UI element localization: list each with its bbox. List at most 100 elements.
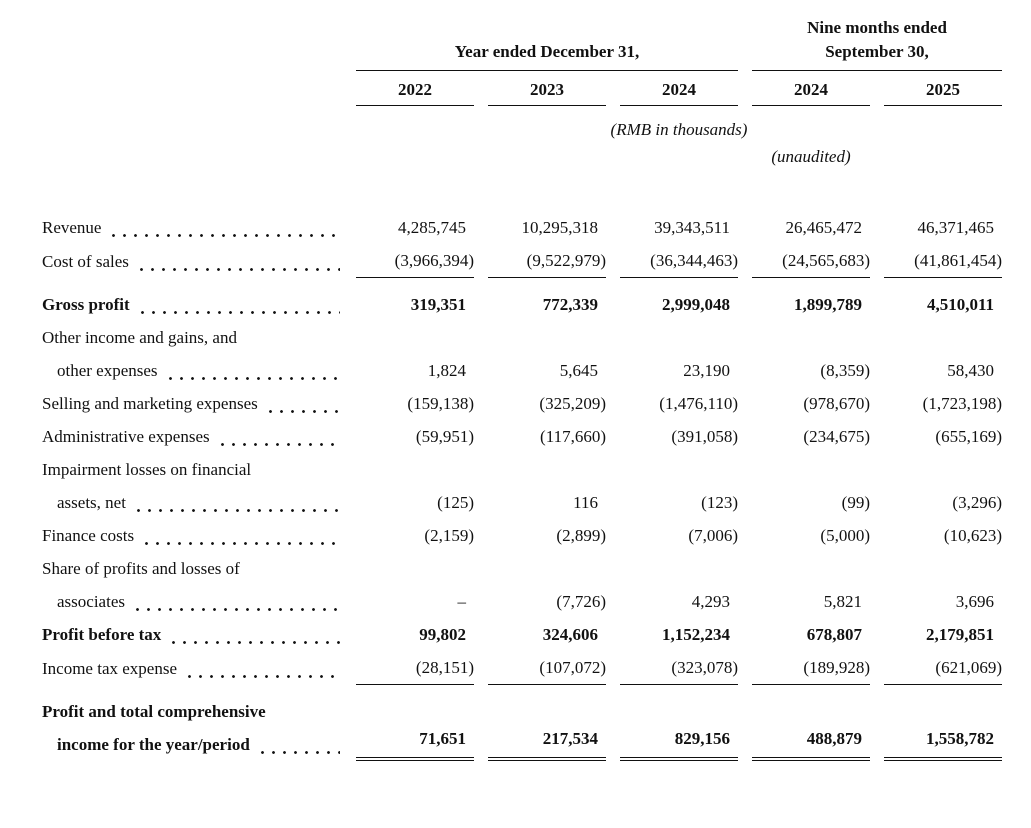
cell-value: (28,151): [356, 651, 474, 685]
row-label-line: income for the year/period: [42, 727, 342, 761]
cell-value: (36,344,463): [620, 244, 738, 278]
cell-value: (7,006): [688, 525, 738, 545]
cell-value: 26,465,472: [785, 217, 863, 237]
cell-value: (107,072): [488, 651, 606, 685]
row-label-line: Profit before tax: [42, 617, 342, 651]
dot-leader: [132, 485, 340, 519]
cell-value: (1,476,110): [659, 393, 738, 413]
row-label: Income tax expense: [42, 651, 342, 685]
cell-value: (3,966,394): [356, 244, 474, 278]
cell-value: 23,190: [683, 360, 730, 380]
cell-value: (391,058): [671, 426, 738, 446]
year-column-9m-2024: 2024: [752, 80, 870, 106]
row-label-line: Income tax expense: [42, 651, 342, 685]
cell-value: 488,879: [752, 722, 870, 761]
header-spacer: [42, 80, 342, 106]
cell-value: (9,522,979): [488, 244, 606, 278]
row-label: Cost of sales: [42, 244, 342, 278]
cell-value: 4,510,011: [926, 294, 994, 314]
cell-value: (10,623): [943, 525, 1002, 545]
row-label: Other income and gains, and other expense…: [42, 321, 342, 387]
cell-value: 324,606: [542, 624, 598, 644]
cell-value: 829,156: [620, 722, 738, 761]
row-label-text: associates: [57, 591, 125, 611]
cell-value: (7,726): [556, 591, 606, 611]
row-label: Finance costs: [42, 518, 342, 552]
group-title-nine-months-line1: Nine months ended: [807, 18, 947, 37]
row-label-text: Impairment losses on financial: [42, 459, 252, 479]
dot-leader: [135, 244, 340, 278]
group-title-nine-months: Nine months ended September 30,: [752, 16, 1002, 70]
header-spacer: [42, 147, 342, 167]
row-label-line: associates: [42, 584, 342, 618]
table-row-other-income-and-expenses: Other income and gains, and other expense…: [42, 321, 1002, 387]
cell-value: 4,293: [691, 591, 730, 611]
table-row-selling-marketing-expenses: Selling and marketing expenses (159,138) (…: [42, 386, 1002, 420]
row-label-text: Gross profit: [42, 294, 130, 314]
cell-value: 116: [573, 492, 598, 512]
cell-value: (59,951): [415, 426, 474, 446]
row-label-text: Other income and gains, and: [42, 327, 237, 347]
column-group-nine-months: Nine months ended September 30,: [752, 16, 1002, 71]
unit-note: (RMB in thousands): [610, 119, 748, 139]
row-label-line: Impairment losses on financial: [42, 453, 342, 486]
cell-value: 39,343,511: [654, 217, 730, 237]
row-label-line: other expenses: [42, 353, 342, 387]
cell-value: (5,000): [820, 525, 870, 545]
row-label-text: Finance costs: [42, 525, 135, 545]
table-row-profit-total-comprehensive-income: Profit and total comprehensive income for…: [42, 695, 1002, 761]
cell-value: 71,651: [356, 722, 474, 761]
dot-leader: [256, 727, 340, 761]
cell-value: (2,899): [556, 525, 606, 545]
cell-value: (323,078): [620, 651, 738, 685]
row-label: Impairment losses on financial assets, ne…: [42, 453, 342, 519]
group-title-nine-months-line2: September 30,: [825, 41, 929, 61]
cell-value: (655,169): [935, 426, 1002, 446]
row-label: Gross profit: [42, 287, 342, 321]
row-label: Profit and total comprehensive income for…: [42, 695, 342, 761]
row-label-line: Other income and gains, and: [42, 321, 342, 354]
cell-value: 1,824: [427, 360, 466, 380]
cell-value: (123): [701, 492, 738, 512]
row-label-text: other expenses: [57, 360, 158, 380]
row-label-text: Share of profits and losses of: [42, 558, 240, 578]
year-column-2023: 2023: [488, 80, 606, 106]
row-label-line: Selling and marketing expenses: [42, 386, 342, 420]
label-indent: [42, 486, 57, 519]
year-column-9m-2025: 2025: [884, 80, 1002, 106]
table-row-impairment-losses: Impairment losses on financial assets, ne…: [42, 453, 1002, 519]
dot-leader: [108, 210, 340, 244]
row-label-line: assets, net: [42, 485, 342, 519]
cell-value: –: [457, 591, 467, 611]
cell-value: 2,179,851: [926, 624, 994, 644]
cell-value: (978,670): [803, 393, 870, 413]
row-label-line: Revenue: [42, 210, 342, 244]
cell-value: (117,660): [540, 426, 606, 446]
row-label-line: Administrative expenses: [42, 419, 342, 453]
row-label-line: Share of profits and losses of: [42, 552, 342, 585]
cell-value: 217,534: [488, 722, 606, 761]
dot-leader: [168, 617, 340, 651]
row-label-text: Profit before tax: [42, 624, 162, 644]
unit-note-row: (RMB in thousands): [42, 120, 1002, 140]
cell-value: 99,802: [419, 624, 466, 644]
dot-leader: [216, 419, 340, 453]
cell-value: 1,558,782: [884, 722, 1002, 761]
row-label-text: Cost of sales: [42, 251, 129, 271]
unaudited-note: (unaudited): [771, 146, 851, 166]
cell-value: (3,296): [952, 492, 1002, 512]
cell-value: (159,138): [407, 393, 474, 413]
cell-value: 678,807: [806, 624, 862, 644]
label-indent: [42, 728, 57, 761]
cell-value: 772,339: [542, 294, 598, 314]
cell-value: (325,209): [539, 393, 606, 413]
dot-leader: [141, 518, 340, 552]
row-label-text: Selling and marketing expenses: [42, 393, 258, 413]
row-label: Selling and marketing expenses: [42, 386, 342, 420]
row-label-text: income for the year/period: [57, 734, 250, 754]
unaudited-note-row: (unaudited): [42, 147, 1002, 167]
table-row-gross-profit: Gross profit 319,351 772,339 2,999,048 1,899…: [42, 287, 1002, 321]
label-indent: [42, 354, 57, 387]
cell-value: 46,371,465: [917, 217, 995, 237]
cell-value: (125): [437, 492, 474, 512]
